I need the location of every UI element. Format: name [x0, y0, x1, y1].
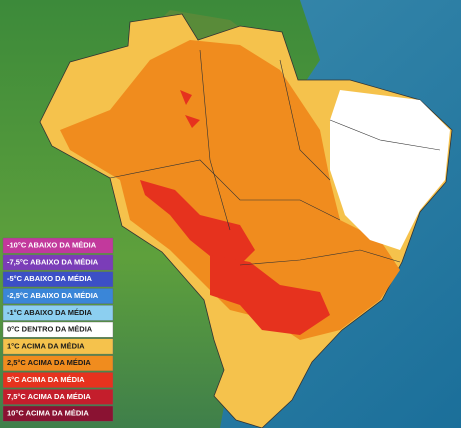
- legend-label: -1°C ABAIXO DA MÉDIA: [7, 308, 93, 317]
- legend-label: 7,5°C ACIMA DA MÉDIA: [7, 392, 91, 401]
- legend-swatch: [2, 389, 114, 405]
- legend-swatch: [2, 338, 114, 355]
- legend-label: 5°C ACIMA DA MÉDIA: [7, 375, 85, 384]
- legend-label: -5°C ABAIXO DA MÉDIA: [7, 274, 93, 283]
- legend-label: -2,5°C ABAIXO DA MÉDIA: [7, 291, 99, 300]
- legend-label: 0°C DENTRO DA MÉDIA: [7, 325, 93, 334]
- legend: -10°C ABAIXO DA MÉDIA -7,5°C ABAIXO DA MÉ…: [2, 237, 114, 422]
- region-0c: [330, 90, 450, 250]
- region-5c-center: [210, 255, 330, 335]
- region-5c-west: [140, 180, 255, 265]
- legend-label: -7,5°C ABAIXO DA MÉDIA: [7, 257, 99, 266]
- legend-swatch: [2, 372, 114, 388]
- legend-label: -10°C ABAIXO DA MÉDIA: [7, 241, 97, 250]
- legend-swatch: [2, 405, 114, 422]
- legend-swatch: [2, 271, 114, 288]
- legend-swatch: [2, 305, 114, 321]
- legend-label: 2,5°C ACIMA DA MÉDIA: [7, 358, 91, 367]
- legend-swatch: [2, 254, 114, 271]
- legend-label: 10°C ACIMA DA MÉDIA: [7, 409, 89, 418]
- spots: [180, 90, 200, 128]
- legend-swatch: [2, 355, 114, 372]
- legend-swatch: [2, 321, 114, 338]
- legend-swatch: [2, 237, 114, 254]
- legend-swatch: [2, 288, 114, 304]
- legend-label: 1°C ACIMA DA MÉDIA: [7, 341, 85, 350]
- state-borders: [109, 49, 441, 266]
